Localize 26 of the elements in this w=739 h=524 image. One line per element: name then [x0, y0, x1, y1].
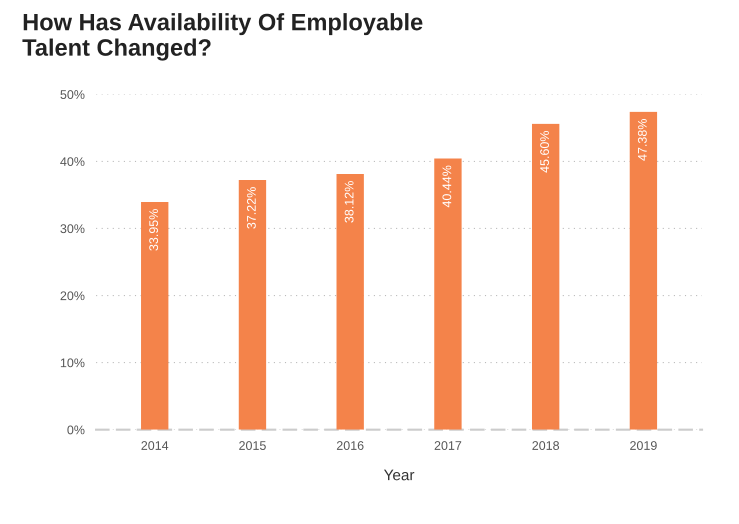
bar — [336, 174, 364, 430]
x-axis-title: Year — [384, 470, 414, 480]
x-tick-label: 2019 — [630, 441, 657, 450]
data-label: 37.22% — [246, 187, 256, 229]
y-tick-label: 20% — [60, 291, 85, 300]
y-tick-label: 10% — [60, 358, 85, 368]
data-label: 40.44% — [442, 166, 452, 208]
x-tick-label: 2014 — [141, 441, 168, 450]
data-label: 47.38% — [638, 119, 647, 161]
chart-title: How Has Availability Of Employable Talent Changed? — [22, 13, 422, 61]
data-label: 33.95% — [149, 209, 158, 251]
data-label: 45.60% — [540, 130, 550, 173]
x-tick-label: 2015 — [239, 441, 266, 450]
bar — [630, 112, 658, 430]
y-tick-label: 30% — [60, 224, 85, 234]
bar — [434, 158, 462, 430]
x-tick-label: 2018 — [532, 441, 560, 450]
bar — [238, 180, 266, 430]
x-tick-label: 2016 — [336, 441, 364, 450]
y-tick-label: 0% — [67, 425, 85, 434]
data-label: 38.12% — [344, 181, 354, 223]
y-tick-label: 50% — [60, 90, 85, 99]
x-tick-label: 2017 — [434, 441, 462, 450]
bar — [141, 202, 168, 430]
bar — [532, 124, 560, 430]
y-tick-label: 40% — [60, 157, 85, 166]
